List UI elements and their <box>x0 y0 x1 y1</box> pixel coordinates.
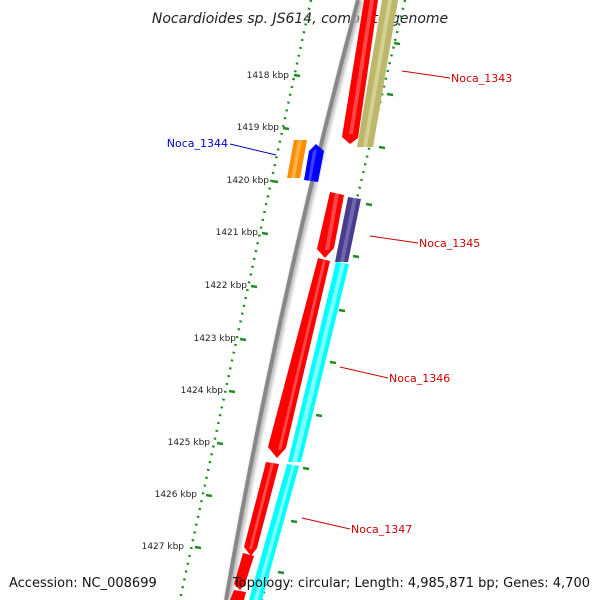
scale-label: 1419 kbp <box>237 123 280 133</box>
map-title: Nocardioides sp. JS614, complete genome <box>152 11 448 27</box>
noca-1345-leader <box>370 236 418 243</box>
scale-label: 1421 kbp <box>216 228 259 238</box>
noca-1347-label[interactable]: Noca_1347 <box>351 523 412 536</box>
inner-tick <box>291 521 297 522</box>
inner-tick <box>316 415 322 416</box>
noca-1343-label[interactable]: Noca_1343 <box>451 72 512 85</box>
genome-map: Nocardioides sp. JS614, complete genome <box>0 0 600 600</box>
accession-text: Accession: NC_008699 <box>9 576 157 591</box>
inner-ring-ticks <box>278 43 400 573</box>
noca-1347-leader <box>302 518 350 529</box>
scale-label: 1424 kbp <box>181 386 224 396</box>
noca-1344-label[interactable]: Noca_1344 <box>167 137 228 150</box>
inner-tick <box>366 204 372 205</box>
scale-label: 1426 kbp <box>155 490 198 500</box>
scale-label: 1425 kbp <box>168 438 211 448</box>
topology-text: Topology: circular; Length: 4,985,871 bp… <box>232 576 590 591</box>
scale-tick-1427 <box>195 547 201 548</box>
scale-tick-1423 <box>240 339 246 340</box>
noca-1345-label[interactable]: Noca_1345 <box>419 237 480 250</box>
inner-tick <box>278 572 284 573</box>
scale-label: 1422 kbp <box>205 281 248 291</box>
inner-tick <box>353 256 359 257</box>
inner-tick <box>339 310 345 311</box>
scale-tick-1420 <box>272 181 278 182</box>
scale-label: 1420 kbp <box>227 176 270 186</box>
inner-tick <box>330 362 336 363</box>
scale-tick-1419 <box>283 128 289 129</box>
scale-label: 1427 kbp <box>142 542 185 552</box>
scale-tick-1425 <box>217 443 223 444</box>
inner-tick <box>394 43 400 44</box>
scale-label: 1418 kbp <box>247 71 290 81</box>
noca-1344-leader <box>230 144 276 155</box>
noca-1346-label[interactable]: Noca_1346 <box>389 372 450 385</box>
scale-tick-1418 <box>294 75 300 76</box>
noca-1343-leader <box>402 71 450 78</box>
scale-tick-1424 <box>229 391 235 392</box>
inner-tick <box>387 94 393 95</box>
genome-map-canvas: Nocardioides sp. JS614, complete genome <box>0 0 600 600</box>
inner-tick <box>379 147 385 148</box>
scale-label: 1423 kbp <box>194 334 237 344</box>
scale-tick-1426 <box>206 495 212 496</box>
scale-tick-1422 <box>251 286 257 287</box>
inner-tick <box>303 468 309 469</box>
scale-tick-1421 <box>262 233 268 234</box>
noca-1346-leader <box>340 367 388 378</box>
